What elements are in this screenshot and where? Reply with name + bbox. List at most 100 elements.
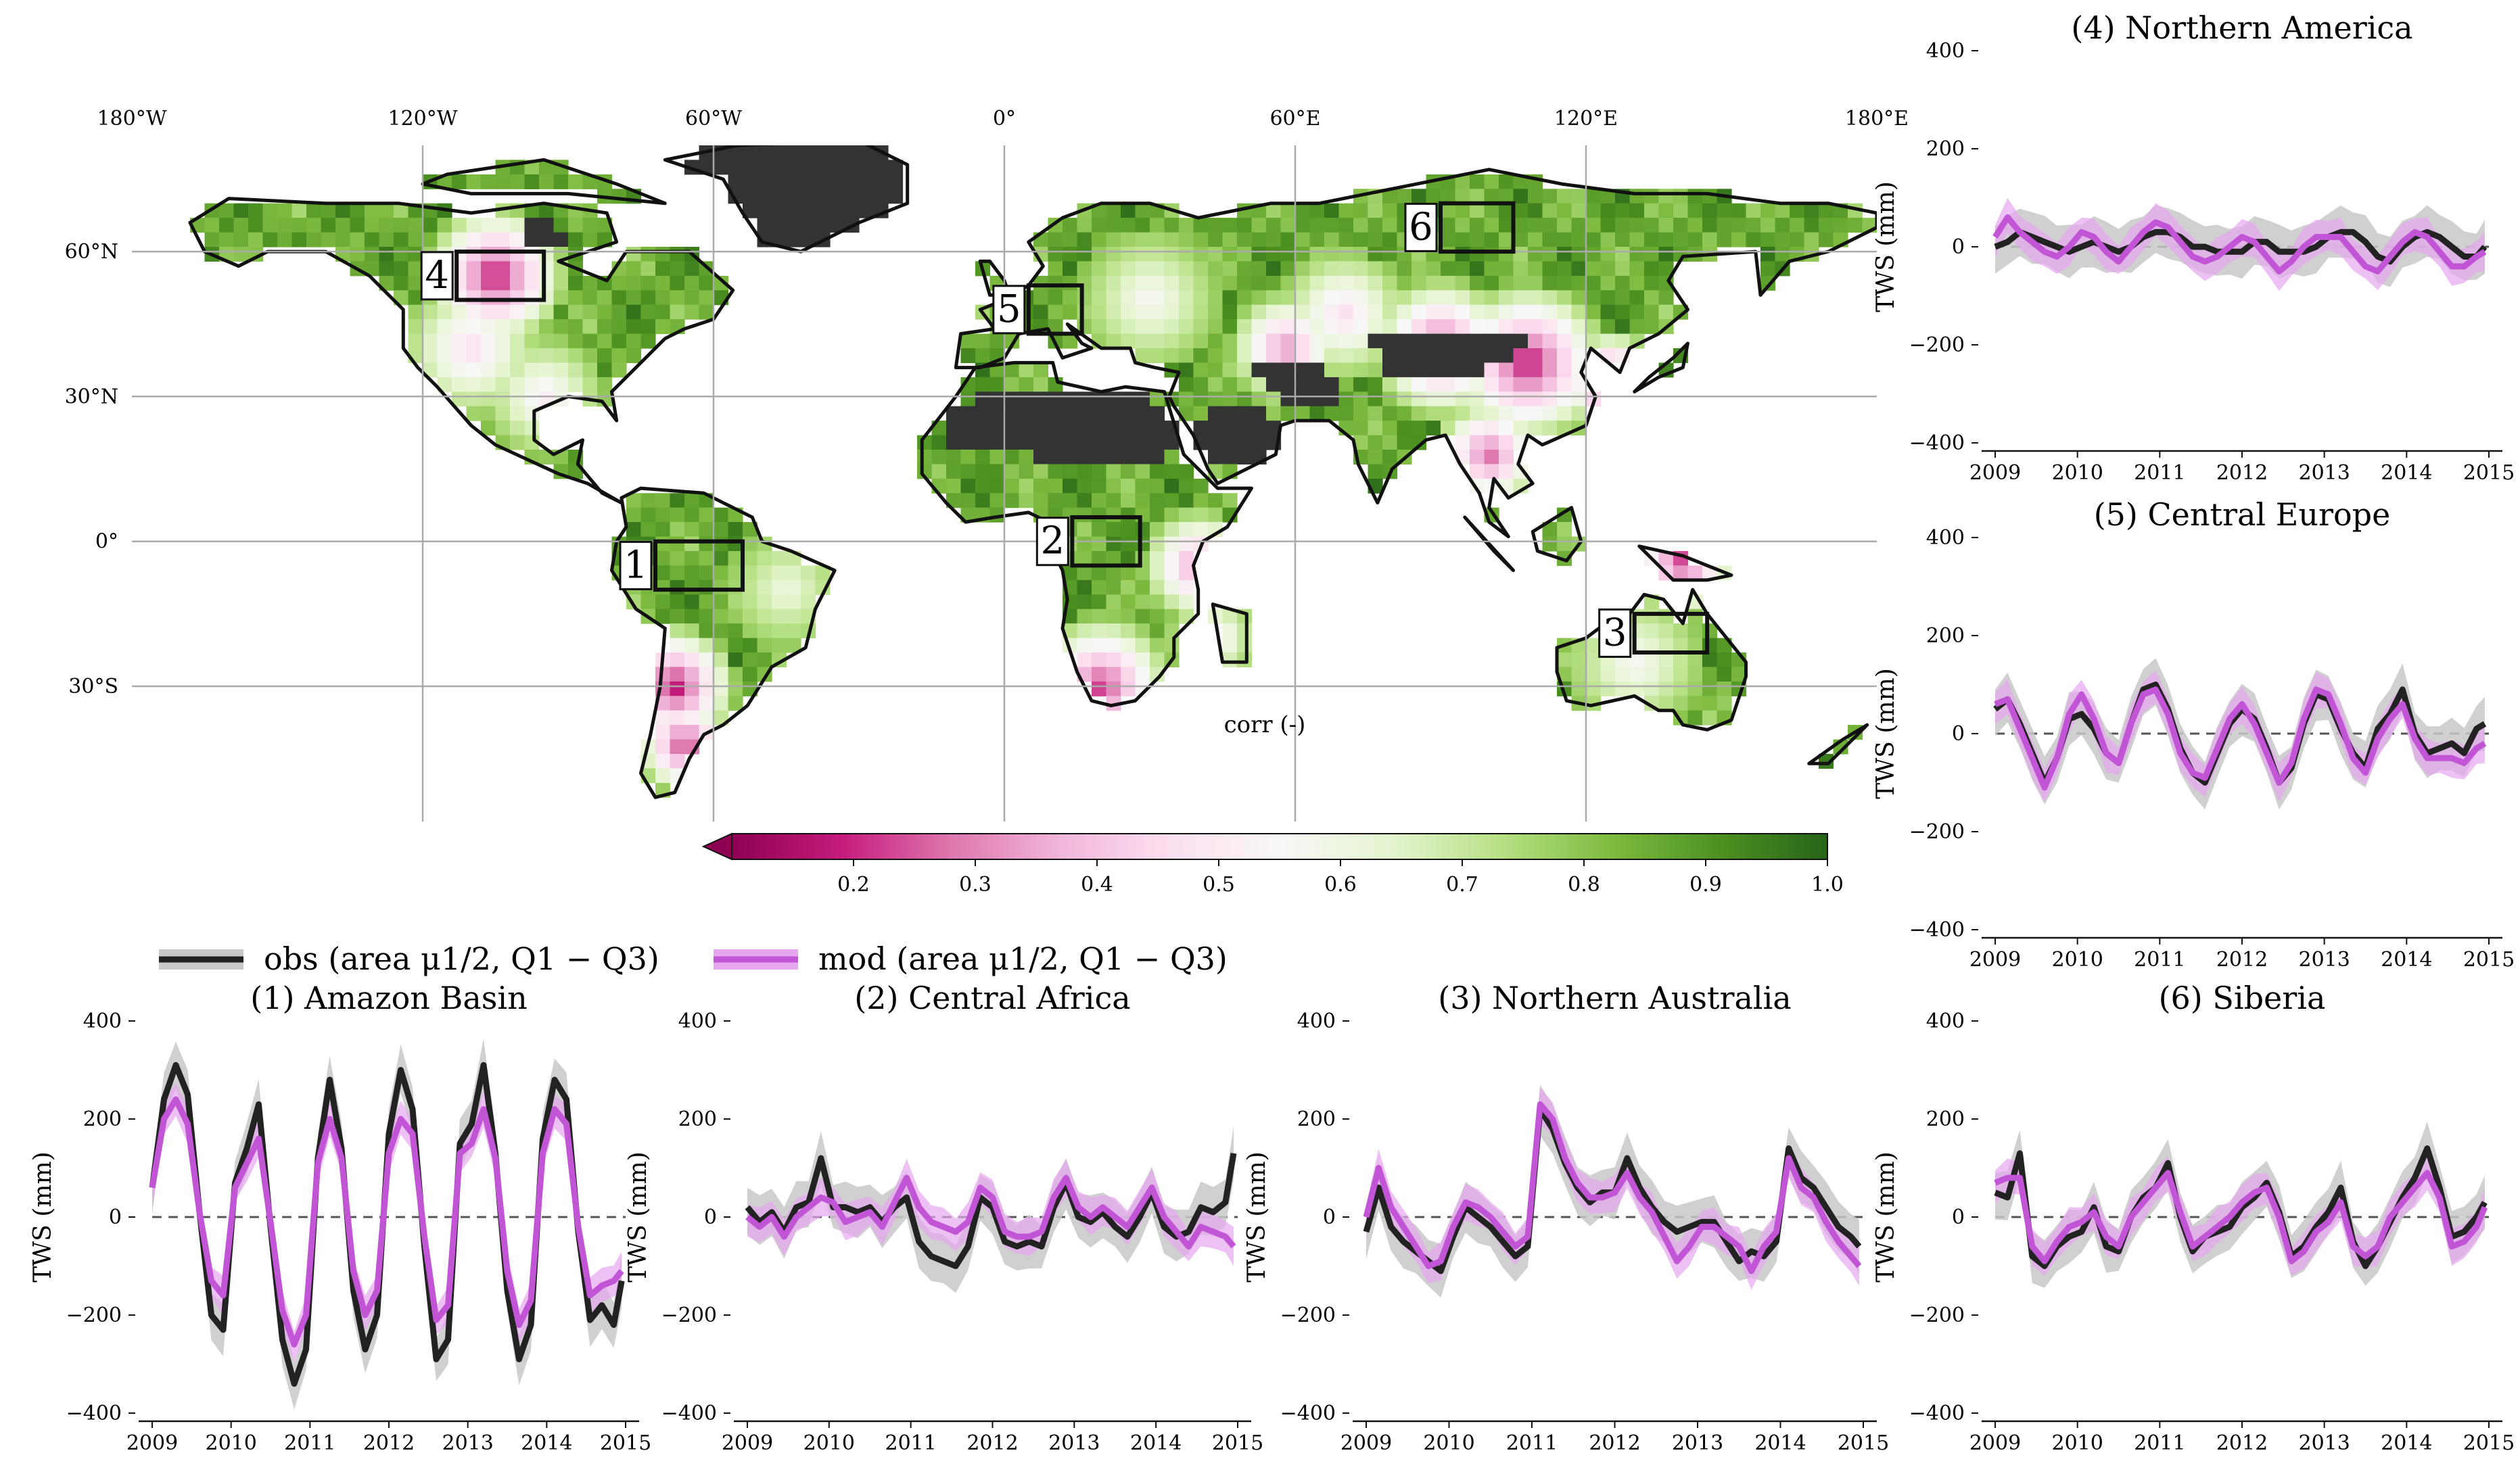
map-cell — [1528, 319, 1543, 335]
map-cell — [786, 579, 801, 595]
map-cell — [989, 377, 1005, 392]
map-cell — [1338, 247, 1354, 262]
map-cell — [1266, 232, 1282, 247]
map-cell — [1179, 493, 1194, 508]
map-cell — [989, 478, 1005, 494]
map-cell — [1411, 333, 1427, 349]
map-cell — [655, 609, 671, 624]
map-cell — [1338, 232, 1354, 247]
series-line-mod — [149, 1096, 624, 1348]
map-cell — [1251, 362, 1267, 378]
map-cell — [1499, 377, 1514, 392]
map-cell — [1121, 551, 1136, 566]
map-cell — [1106, 478, 1121, 494]
map-cell — [553, 362, 569, 378]
map-cell — [1309, 377, 1325, 392]
map-cell — [1309, 290, 1325, 306]
map-cell — [684, 638, 700, 653]
map-cell — [1106, 579, 1121, 595]
x-tick-label: 2009 — [722, 1431, 773, 1455]
map-cell — [1251, 377, 1267, 392]
map-cell — [1222, 261, 1238, 277]
map-cell — [1135, 319, 1150, 335]
map-cell — [1571, 333, 1587, 349]
x-tick-label: 2010 — [1423, 1431, 1474, 1455]
map-cell — [1644, 638, 1660, 653]
map-cell — [728, 609, 743, 624]
colorbar-tick-label: 0.2 — [837, 873, 870, 897]
map-cell — [743, 189, 758, 204]
panel-title: (5) Central Europe — [2094, 496, 2391, 533]
map-cell — [510, 377, 526, 392]
map-cell — [873, 160, 889, 175]
colorbar-tick-label: 1.0 — [1811, 873, 1844, 897]
map-cell — [1470, 435, 1485, 450]
x-tick-label: 2010 — [2051, 948, 2103, 972]
map-cell — [1063, 247, 1078, 262]
map-cell — [960, 421, 976, 436]
map-cell — [626, 247, 642, 262]
map-cell — [1338, 391, 1354, 407]
map-cell — [1470, 464, 1485, 479]
map-cell — [975, 333, 991, 349]
map-cell — [1150, 232, 1165, 247]
map-cell — [1513, 189, 1529, 204]
map-cell — [1121, 667, 1136, 682]
map-cell — [1586, 304, 1602, 320]
map-cell — [1382, 232, 1398, 247]
map-cell — [510, 391, 526, 407]
map-cell — [757, 160, 772, 175]
map-cell — [699, 696, 714, 711]
map-cell — [1106, 275, 1121, 291]
map-cell — [1222, 290, 1238, 306]
map-cell — [1077, 406, 1092, 421]
map-cell — [1092, 551, 1107, 566]
map-cell — [1629, 261, 1645, 277]
map-cell — [1135, 261, 1150, 277]
map-cell — [1251, 421, 1267, 436]
map-cell — [1237, 377, 1253, 392]
map-cell — [1382, 391, 1398, 407]
map-cell — [408, 319, 423, 335]
map-cell — [1571, 304, 1587, 320]
map-cell — [408, 333, 423, 349]
map-cell — [423, 232, 438, 247]
map-cell — [1353, 377, 1369, 392]
map-cell — [1135, 247, 1150, 262]
map-cell — [1309, 333, 1325, 349]
map-cell — [844, 174, 860, 189]
map-cell — [989, 435, 1005, 450]
map-cell — [989, 391, 1005, 407]
map-cell — [1484, 421, 1499, 436]
map-cell — [1426, 189, 1441, 204]
map-cell — [1499, 174, 1514, 189]
map-cell — [437, 348, 452, 363]
map-cell — [670, 493, 685, 508]
map-cell — [1542, 421, 1558, 436]
map-cell — [510, 304, 526, 320]
map-cell — [1687, 218, 1703, 233]
region-box-1 — [653, 539, 745, 592]
map-cell — [960, 493, 976, 508]
map-cell — [1484, 377, 1499, 392]
map-cell — [553, 218, 569, 233]
map-cell — [743, 652, 758, 667]
map-cell — [714, 623, 729, 639]
map-cell — [1455, 203, 1470, 218]
map-cell — [1382, 218, 1398, 233]
map-cell — [1222, 362, 1238, 378]
map-cell — [1092, 565, 1107, 581]
map-cell — [989, 421, 1005, 436]
map-cell — [989, 406, 1005, 421]
map-cell — [1208, 507, 1223, 523]
map-cell — [1324, 319, 1340, 335]
region-label-1: 1 — [624, 543, 648, 587]
map-cell — [1687, 232, 1703, 247]
map-cell — [626, 304, 642, 320]
map-cell — [626, 522, 642, 538]
map-cell — [1571, 667, 1587, 682]
panel-title: (1) Amazon Basin — [250, 980, 527, 1016]
panel-title: (3) Northern Australia — [1438, 980, 1792, 1016]
map-cell — [714, 696, 729, 711]
map-cell — [684, 725, 700, 740]
